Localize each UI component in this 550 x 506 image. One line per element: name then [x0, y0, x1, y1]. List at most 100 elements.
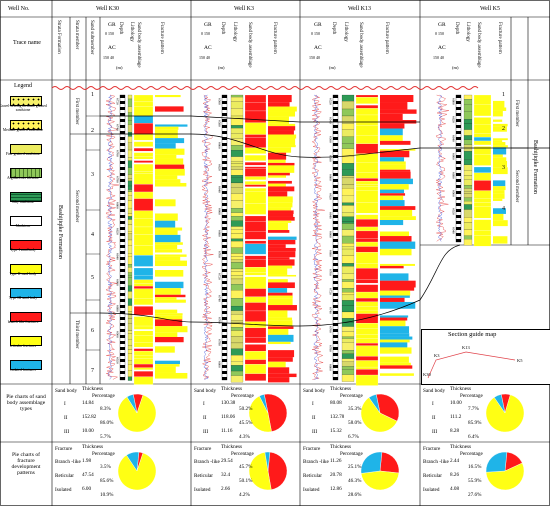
- depth-unit-1: (m): [218, 65, 225, 70]
- trace-name-header: Trace name: [13, 40, 41, 46]
- depth-unit-2: (m): [329, 65, 336, 70]
- pie-thickness: 29.54: [221, 458, 233, 464]
- thickness-header: Thickness: [82, 386, 104, 392]
- pie-category: Reticular: [55, 473, 75, 479]
- ac-label-3: AC: [438, 45, 446, 51]
- ac-range-0: 150 40: [103, 55, 114, 60]
- pie-slice-K5-sand-2: [493, 394, 506, 414]
- percentage-header: Percentage: [460, 393, 483, 399]
- depth-label-well-k5: 6880: [451, 171, 456, 179]
- pie-slice-K13-fracture-0: [379, 451, 400, 474]
- submember-7: 7: [91, 368, 94, 374]
- sand-assemblage-header-2: Sand body assemblage: [358, 22, 363, 68]
- gr-range-2: 0 150: [311, 31, 320, 36]
- legend-swatch: [10, 96, 42, 106]
- percentage-header: Percentage: [340, 451, 363, 457]
- pie-percentage: 6.7%: [348, 434, 359, 440]
- section-guide-map: [421, 329, 550, 385]
- legend-title: Legend: [14, 83, 32, 89]
- legend-swatch: [10, 216, 42, 226]
- pie-slice-K30-fracture-2: [126, 451, 140, 472]
- pie-category: Reticular: [303, 473, 323, 479]
- pie-category: Isolated: [55, 487, 72, 493]
- depth-label-well-k13: 6540: [328, 117, 333, 124]
- pie-slice-K13-sand-1: [360, 397, 398, 433]
- thickness-header: Thickness: [221, 386, 243, 392]
- pie-col-label: Sand body: [194, 388, 217, 394]
- legend-swatch: [10, 240, 42, 250]
- depth-label-well-k3: 6600: [217, 141, 222, 149]
- sand-assemblage-header-0: Sand body assemblage: [136, 22, 141, 68]
- depth-label-well-k30: 6760: [115, 149, 120, 157]
- member-first: First member: [74, 98, 79, 125]
- member-third: Third member: [74, 320, 79, 349]
- thickness-header: Thickness: [330, 386, 352, 392]
- map-point-k30: K30: [423, 372, 431, 377]
- percentage-header: Percentage: [92, 393, 115, 399]
- depth-unit-3: (m): [452, 65, 459, 70]
- pie-thickness: 11.16: [221, 428, 233, 434]
- depth-label-well-k5: 6860: [451, 153, 456, 160]
- pie-slice-K3-sand-2: [259, 394, 269, 414]
- pie-slice-K3-fracture-2: [264, 451, 271, 472]
- ac-label-1: AC: [204, 45, 212, 51]
- map-point-k13: K13: [462, 345, 470, 350]
- depth-label-well-k5: 6800: [451, 98, 456, 105]
- fracture-row-label: Pie charts of fracture development patte…: [11, 452, 41, 477]
- fracture-pattern-header-1: Fracture pattern: [272, 22, 277, 54]
- depth-header-3: Depth: [454, 22, 459, 35]
- pie-percentage: 58.0%: [348, 420, 362, 426]
- depth-label-well-k3: 6640: [217, 185, 222, 193]
- pie-thickness: 2.44: [450, 458, 460, 464]
- pie-thickness: 1.98: [82, 458, 92, 464]
- pie-category: Reticular: [423, 473, 443, 479]
- pie-category: I: [432, 401, 434, 407]
- pie-category: Isolated: [423, 487, 440, 493]
- pie-thickness: 20.78: [330, 472, 342, 478]
- depth-label-well-k3: 6720: [217, 273, 222, 281]
- pie-slice-K30-fracture-1: [117, 452, 157, 491]
- depth-label-well-k13: 6760: [328, 326, 333, 333]
- pie-slice-K3-fracture-1: [248, 452, 272, 491]
- depth-label-well-k5: 6840: [451, 134, 456, 142]
- pie-category: Isolated: [194, 487, 211, 493]
- depth-label-well-k30: 6720: [115, 98, 120, 105]
- depth-label-well-k30: 6860: [115, 279, 120, 287]
- legend-swatch: [10, 144, 42, 154]
- depth-label-well-k3: 6680: [217, 229, 222, 237]
- lithology-header-0: Lithology: [129, 22, 134, 42]
- legend-swatch: [10, 360, 42, 370]
- strata-formation-header: Strata Formation: [56, 20, 61, 54]
- pie-category: I: [312, 401, 314, 407]
- thickness-header: Thickness: [221, 444, 243, 450]
- pie-percentage: 50.2%: [239, 406, 253, 412]
- depth-label-well-k30: 6900: [115, 331, 120, 338]
- sand-row-label: Pie charts of sand body assemblage types: [6, 394, 46, 413]
- percentage-header: Percentage: [92, 451, 115, 457]
- pie-percentage: 85.6%: [100, 478, 114, 484]
- submember-6: 6: [91, 328, 94, 334]
- depth-label-well-k13: 6680: [328, 250, 333, 257]
- submember-1: 1: [91, 92, 94, 98]
- pie-thickness: 152.82: [82, 414, 97, 420]
- depth-label-well-k13: 6600: [328, 174, 333, 181]
- lithology-header-1: Lithology: [232, 22, 237, 42]
- depth-label-well-k30: 6880: [115, 305, 120, 313]
- pie-percentage: 50.1%: [239, 478, 253, 484]
- pie-category: I: [64, 401, 66, 407]
- sand-assemblage-header-3: Sand body assemblage: [476, 22, 481, 68]
- pie-thickness: 32.4: [221, 472, 231, 478]
- depth-label-well-k13: 6660: [328, 231, 333, 238]
- depth-header-1: Depth: [220, 22, 225, 35]
- fracture-pattern-header-0: Fracture pattern: [159, 22, 164, 54]
- pie-thickness: 10.00: [450, 400, 462, 406]
- pie-category: Isolated: [303, 487, 320, 493]
- ac-label-2: AC: [314, 45, 322, 51]
- pie-category: III: [432, 429, 438, 435]
- gr-label-2: GR: [314, 22, 322, 28]
- pie-slice-K5-sand-1: [485, 394, 525, 433]
- thickness-header: Thickness: [82, 444, 104, 450]
- legend-label: Medium-grained sandstone: [2, 128, 44, 132]
- depth-label-well-k5: 6900: [451, 189, 456, 197]
